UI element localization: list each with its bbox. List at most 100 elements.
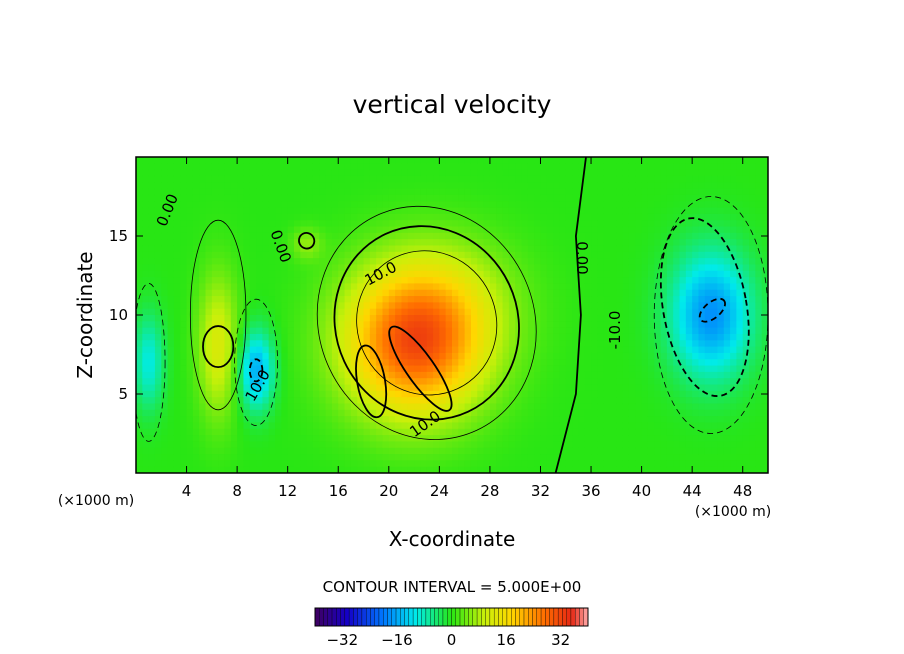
heatmap-cell	[243, 245, 251, 253]
heatmap-cell	[515, 264, 523, 272]
heatmap-cell	[205, 397, 213, 405]
heatmap-cell	[338, 378, 346, 386]
heatmap-cell	[572, 321, 579, 329]
heatmap-cell	[319, 397, 327, 405]
heatmap-cell	[173, 251, 181, 259]
heatmap-cell	[641, 289, 649, 297]
heatmap-cell	[306, 352, 314, 360]
heatmap-cell	[635, 435, 643, 442]
heatmap-cell	[281, 302, 289, 310]
heatmap-cell	[584, 157, 592, 164]
heatmap-cell	[654, 397, 662, 405]
heatmap-cell	[515, 188, 523, 196]
heatmap-cell	[553, 390, 561, 398]
heatmap-cell	[218, 333, 226, 341]
heatmap-cell	[180, 201, 188, 209]
heatmap-cell	[199, 289, 207, 297]
heatmap-cell	[382, 245, 390, 253]
heatmap-cell	[154, 359, 162, 367]
heatmap-cell	[224, 157, 232, 164]
heatmap-cell	[199, 441, 207, 449]
heatmap-cell	[167, 302, 175, 310]
heatmap-cell	[312, 175, 320, 183]
heatmap-cell	[692, 378, 700, 386]
heatmap-cell	[186, 352, 194, 360]
heatmap-cell	[591, 188, 598, 196]
heatmap-cell	[470, 447, 478, 455]
heatmap-cell	[685, 302, 693, 310]
heatmap-cell	[180, 175, 188, 183]
heatmap-cell	[723, 213, 731, 221]
heatmap-cell	[711, 194, 719, 202]
heatmap-cell	[186, 258, 194, 266]
heatmap-cell	[559, 308, 567, 316]
heatmap-cell	[325, 371, 333, 379]
heatmap-cell	[218, 264, 226, 272]
heatmap-cell	[186, 460, 194, 468]
heatmap-cell	[483, 277, 491, 284]
heatmap-cell	[300, 352, 308, 360]
heatmap-cell	[496, 460, 504, 468]
heatmap-cell	[331, 264, 339, 272]
heatmap-cell	[407, 346, 415, 354]
heatmap-cell	[395, 435, 403, 442]
heatmap-cell	[654, 435, 662, 442]
heatmap-cell	[262, 251, 270, 259]
heatmap-cell	[445, 333, 453, 341]
heatmap-cell	[376, 378, 384, 386]
heatmap-cell	[572, 409, 579, 417]
heatmap-cell	[616, 340, 624, 348]
heatmap-cell	[268, 296, 276, 303]
heatmap-cell	[249, 321, 257, 329]
heatmap-cell	[742, 194, 750, 202]
heatmap-cell	[616, 213, 624, 221]
heatmap-cell	[300, 163, 308, 171]
heatmap-cell	[635, 390, 643, 398]
heatmap-cell	[559, 466, 567, 473]
heatmap-cell	[142, 289, 150, 297]
heatmap-cell	[508, 384, 516, 392]
heatmap-cell	[433, 315, 440, 322]
heatmap-cell	[306, 454, 314, 461]
heatmap-cell	[654, 220, 662, 228]
heatmap-cell	[256, 188, 263, 196]
heatmap-cell	[622, 454, 630, 461]
heatmap-cell	[723, 460, 731, 468]
heatmap-cell	[483, 447, 491, 455]
heatmap-cell	[692, 397, 700, 405]
heatmap-cell	[534, 175, 542, 183]
heatmap-cell	[173, 428, 181, 436]
heatmap-cell	[414, 264, 421, 272]
heatmap-cell	[395, 321, 403, 329]
heatmap-cell	[679, 333, 687, 341]
heatmap-cell	[641, 201, 649, 209]
heatmap-cell	[546, 352, 554, 360]
heatmap-cell	[262, 277, 270, 284]
heatmap-cell	[685, 194, 693, 202]
heatmap-cell	[685, 226, 693, 234]
heatmap-cell	[540, 270, 548, 278]
heatmap-cell	[698, 182, 706, 190]
heatmap-cell	[306, 277, 314, 284]
heatmap-cell	[534, 264, 542, 272]
heatmap-cell	[483, 289, 491, 297]
heatmap-cell	[591, 359, 598, 367]
heatmap-cell	[458, 441, 466, 449]
heatmap-cell	[344, 201, 352, 209]
heatmap-cell	[635, 428, 643, 436]
heatmap-cell	[597, 416, 605, 424]
heatmap-cell	[647, 245, 655, 253]
heatmap-cell	[641, 315, 649, 322]
heatmap-cell	[515, 422, 523, 430]
heatmap-cell	[268, 384, 276, 392]
heatmap-cell	[679, 264, 687, 272]
heatmap-cell	[666, 277, 674, 284]
heatmap-cell	[306, 163, 314, 171]
heatmap-cell	[464, 207, 472, 215]
heatmap-cell	[641, 447, 649, 455]
heatmap-cell	[344, 207, 352, 215]
heatmap-cell	[230, 289, 238, 297]
heatmap-cell	[679, 371, 687, 379]
heatmap-cell	[230, 264, 238, 272]
heatmap-cell	[610, 258, 617, 266]
